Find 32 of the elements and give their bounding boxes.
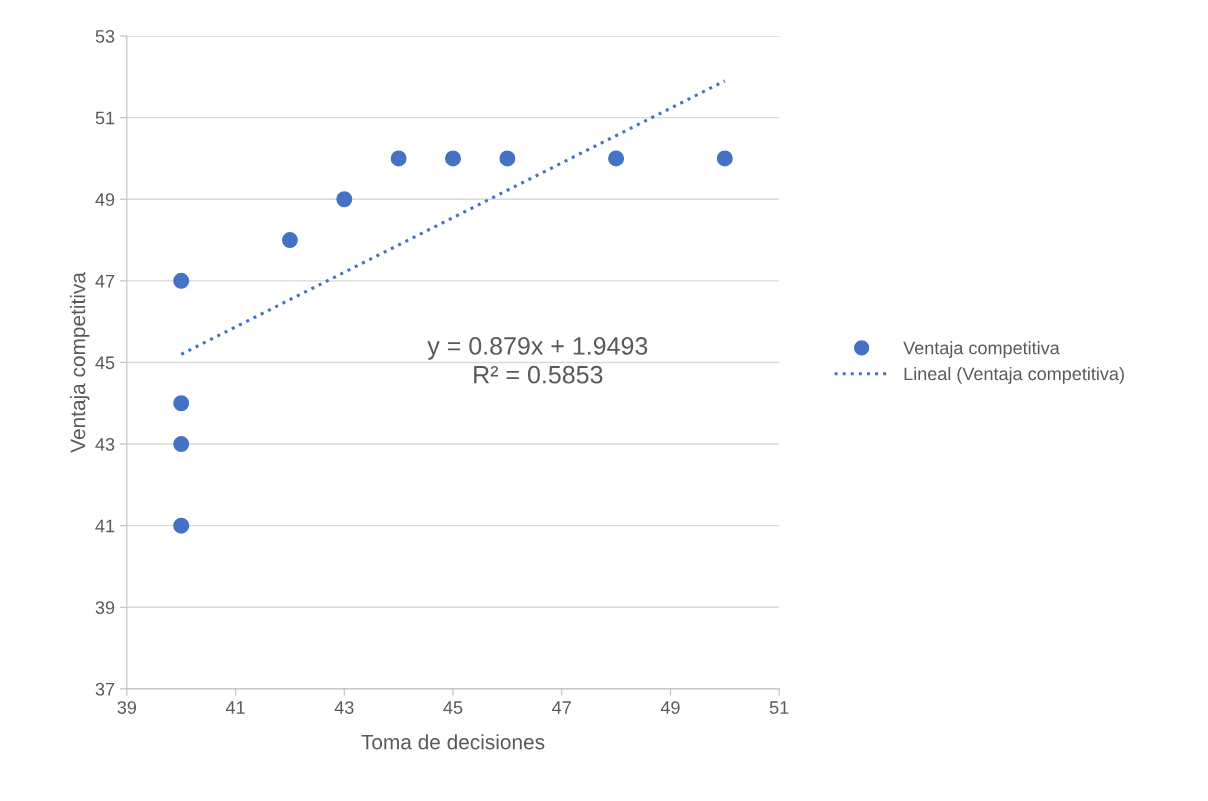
legend-label: Lineal (Ventaja competitiva) xyxy=(904,366,1124,384)
y-tick-label: 41 xyxy=(95,519,115,533)
point xyxy=(608,150,625,167)
y-tick-label: 43 xyxy=(95,437,115,451)
x-tick-label: 49 xyxy=(660,701,680,714)
y-tick-label: 53 xyxy=(95,29,115,43)
y-tick-label: 49 xyxy=(95,193,115,206)
y-tick-label: 37 xyxy=(95,682,115,696)
point xyxy=(173,517,190,534)
point xyxy=(281,232,298,249)
point xyxy=(390,150,407,167)
y-tick-label: 39 xyxy=(95,601,115,614)
point xyxy=(173,395,190,412)
point xyxy=(173,272,190,289)
x-tick-label: 47 xyxy=(552,701,571,714)
y-tick-label: 45 xyxy=(95,356,115,370)
x-tick-label: 51 xyxy=(769,701,789,714)
y-axis-title: Ventaja competitiva xyxy=(69,272,90,453)
y-tick-label: 51 xyxy=(95,111,115,125)
x-tick-label: 41 xyxy=(225,701,245,714)
point xyxy=(499,150,516,167)
x-tick-label: 43 xyxy=(334,701,354,714)
x-tick-label: 45 xyxy=(443,701,463,714)
y-tick-label: 47 xyxy=(95,274,115,288)
point xyxy=(445,150,461,167)
legend-label: Ventaja competitiva xyxy=(903,341,1060,358)
point xyxy=(173,436,190,453)
x-axis-title: Toma de decisiones xyxy=(361,734,545,750)
x-tick-label: 39 xyxy=(117,701,137,714)
point xyxy=(716,150,733,167)
annotation: y = 0.879x + 1.9493 R² = 0.5853 xyxy=(427,337,648,384)
point xyxy=(336,191,353,208)
